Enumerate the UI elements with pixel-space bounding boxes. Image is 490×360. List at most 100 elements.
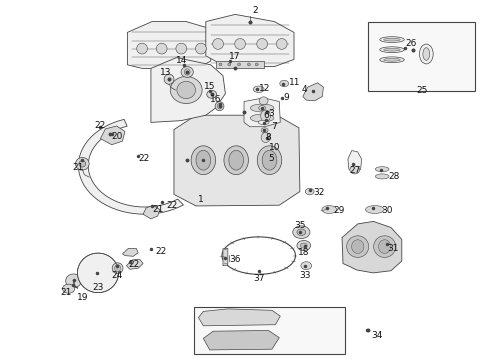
Text: 23: 23 — [92, 283, 104, 292]
Ellipse shape — [301, 262, 312, 270]
Ellipse shape — [380, 47, 404, 53]
Ellipse shape — [259, 97, 268, 105]
Ellipse shape — [238, 63, 241, 66]
Ellipse shape — [297, 229, 306, 235]
Polygon shape — [348, 150, 362, 174]
Text: 37: 37 — [253, 274, 265, 283]
Ellipse shape — [378, 240, 391, 253]
Polygon shape — [174, 115, 300, 206]
Text: 5: 5 — [269, 154, 274, 163]
Ellipse shape — [196, 43, 206, 54]
Text: 26: 26 — [405, 39, 416, 48]
Ellipse shape — [228, 63, 231, 66]
Text: 29: 29 — [333, 206, 344, 215]
Ellipse shape — [176, 43, 187, 54]
Ellipse shape — [112, 263, 123, 274]
Text: 22: 22 — [95, 121, 106, 130]
Text: 25: 25 — [416, 86, 428, 95]
Text: 35: 35 — [294, 221, 306, 230]
Ellipse shape — [293, 226, 310, 238]
Text: 10: 10 — [269, 143, 280, 152]
Text: 17: 17 — [229, 52, 241, 61]
Ellipse shape — [219, 63, 222, 66]
Ellipse shape — [380, 37, 404, 42]
Polygon shape — [122, 248, 138, 256]
Text: 19: 19 — [76, 293, 88, 302]
Ellipse shape — [262, 150, 277, 170]
Polygon shape — [203, 330, 279, 350]
Ellipse shape — [247, 63, 250, 66]
Polygon shape — [206, 14, 294, 67]
Text: 18: 18 — [298, 248, 310, 257]
Ellipse shape — [66, 274, 81, 288]
Ellipse shape — [375, 167, 389, 172]
Ellipse shape — [213, 39, 223, 49]
Ellipse shape — [115, 265, 121, 272]
Ellipse shape — [184, 69, 190, 75]
Ellipse shape — [171, 77, 202, 104]
Ellipse shape — [347, 236, 368, 257]
Ellipse shape — [137, 43, 147, 54]
Text: 24: 24 — [111, 271, 122, 280]
Polygon shape — [151, 58, 225, 122]
Ellipse shape — [261, 128, 268, 133]
Text: 4: 4 — [302, 85, 308, 94]
Polygon shape — [77, 253, 119, 293]
Text: 8: 8 — [266, 133, 271, 142]
Ellipse shape — [305, 188, 314, 195]
Text: 21: 21 — [73, 163, 84, 172]
Ellipse shape — [384, 38, 400, 41]
Text: 15: 15 — [204, 82, 216, 91]
Text: 2: 2 — [252, 6, 258, 15]
Text: 6: 6 — [264, 111, 270, 120]
Ellipse shape — [280, 80, 289, 87]
Polygon shape — [223, 248, 228, 266]
Text: 27: 27 — [349, 166, 361, 175]
Ellipse shape — [255, 63, 258, 66]
Ellipse shape — [235, 39, 245, 49]
Bar — [194, 307, 345, 354]
Text: 22: 22 — [156, 248, 167, 256]
Polygon shape — [198, 309, 280, 326]
Ellipse shape — [217, 104, 222, 109]
Ellipse shape — [380, 57, 404, 63]
Text: 22: 22 — [138, 154, 149, 163]
Ellipse shape — [261, 110, 270, 122]
Ellipse shape — [224, 146, 248, 175]
Text: 22: 22 — [128, 260, 140, 269]
Polygon shape — [244, 98, 280, 127]
Polygon shape — [342, 221, 402, 273]
Polygon shape — [78, 120, 183, 214]
Ellipse shape — [63, 284, 74, 293]
Ellipse shape — [258, 120, 269, 125]
Ellipse shape — [384, 58, 400, 61]
Ellipse shape — [250, 114, 274, 122]
Ellipse shape — [75, 157, 89, 170]
Text: 22: 22 — [167, 201, 178, 210]
Ellipse shape — [322, 206, 337, 213]
Text: 31: 31 — [387, 244, 398, 253]
Polygon shape — [100, 126, 125, 145]
Ellipse shape — [79, 161, 86, 167]
Ellipse shape — [215, 102, 224, 111]
Ellipse shape — [257, 39, 268, 49]
Ellipse shape — [261, 132, 270, 143]
Text: 13: 13 — [160, 68, 172, 77]
Text: 9: 9 — [284, 93, 290, 102]
Bar — [216, 61, 264, 68]
Ellipse shape — [297, 240, 311, 251]
Text: 33: 33 — [299, 271, 311, 280]
Ellipse shape — [207, 90, 217, 98]
Text: 30: 30 — [381, 206, 392, 215]
Text: 11: 11 — [289, 78, 300, 87]
Ellipse shape — [177, 81, 196, 99]
Text: 16: 16 — [210, 95, 221, 104]
Polygon shape — [127, 22, 211, 68]
Bar — [368, 22, 475, 91]
Ellipse shape — [181, 67, 193, 77]
Ellipse shape — [191, 146, 216, 175]
Text: 32: 32 — [314, 188, 325, 197]
Polygon shape — [303, 83, 323, 101]
Ellipse shape — [253, 86, 264, 93]
Text: 7: 7 — [271, 122, 277, 131]
